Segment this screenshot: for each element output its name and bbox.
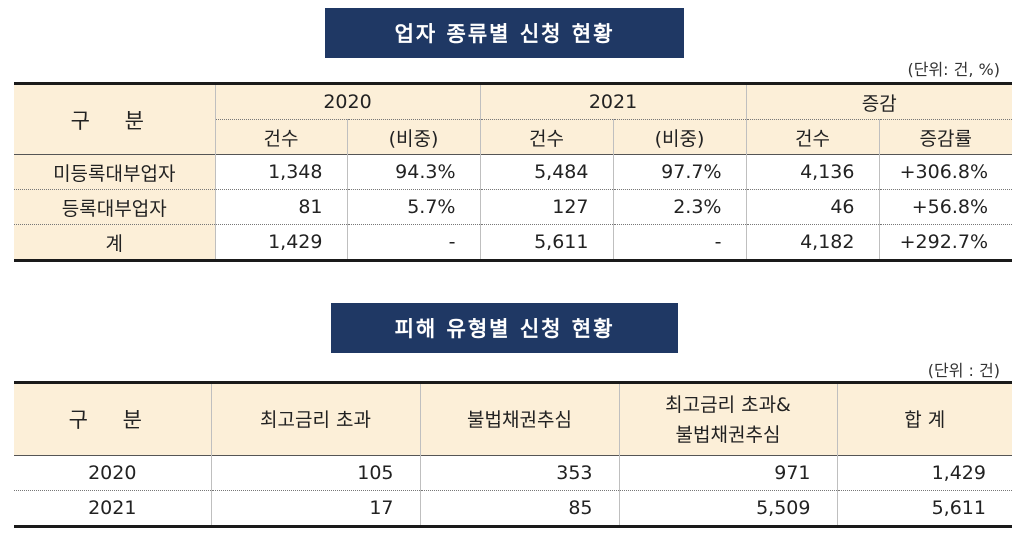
cell-count-2021: 5,484 [479, 154, 614, 190]
cell-rate: +56.8% [878, 189, 1012, 225]
header-illegal-collection: 불법채권추심 [419, 382, 619, 456]
header-gubun: 구 분 [14, 83, 216, 155]
cell-ratio-2021: 2.3% [612, 189, 747, 225]
header-both: 최고금리 초과& 불법채권추심 [618, 382, 837, 456]
row-label: 계 [14, 224, 216, 261]
cell-total: 5,611 [836, 490, 1012, 527]
header-total: 합 계 [836, 382, 1012, 456]
cell-diff: 46 [745, 189, 880, 225]
header-count-2021: 건수 [479, 119, 614, 155]
header-year-2021: 2021 [479, 83, 747, 120]
cell-count-2020: 1,348 [214, 154, 348, 190]
cell-both: 5,509 [618, 490, 837, 527]
header-both-line2: 불법채권추심 [675, 423, 781, 446]
cell-ratio-2020: - [346, 224, 481, 261]
table1-title: 업자 종류별 신청 현황 [325, 8, 684, 58]
header-count-change: 건수 [745, 119, 880, 155]
header-ratio-2021: (비중) [612, 119, 747, 155]
cell-count-2021: 5,611 [479, 224, 614, 261]
row-year: 2021 [14, 490, 211, 527]
cell-illegal: 353 [419, 455, 619, 491]
cell-ratio-2021: - [612, 224, 747, 261]
cell-ratio-2020: 94.3% [346, 154, 481, 190]
header-count-2020: 건수 [215, 119, 348, 155]
cell-both: 971 [618, 455, 837, 491]
applicant-type-table: 구 분 2020 2021 증감 건수 (비중) 건수 (비중) 건수 증감률 … [14, 82, 1012, 262]
header-max-rate-exceeded: 최고금리 초과 [210, 382, 420, 456]
table-row: 계 1,429 - 5,611 - 4,182 +292.7% [14, 224, 1012, 261]
header-change: 증감 [745, 83, 1012, 120]
header-year-2020: 2020 [214, 83, 481, 120]
row-label: 등록대부업자 [14, 189, 216, 225]
cell-count-2020: 81 [214, 189, 348, 225]
table-row: 2021 17 85 5,509 5,611 [14, 490, 1012, 527]
cell-ratio-2020: 5.7% [346, 189, 481, 225]
header-gubun: 구 분 [14, 382, 211, 456]
cell-ratio-2021: 97.7% [612, 154, 747, 190]
cell-rate: +292.7% [878, 224, 1012, 261]
cell-illegal: 85 [419, 490, 619, 527]
damage-type-table: 구 분 최고금리 초과 불법채권추심 최고금리 초과& 불법채권추심 합 계 20… [14, 381, 1012, 528]
table1-unit: (단위: 건, %) [907, 60, 1001, 79]
cell-max-rate: 17 [210, 490, 420, 527]
row-year: 2020 [14, 455, 211, 491]
cell-count-2021: 127 [479, 189, 614, 225]
header-rate: 증감률 [878, 119, 1012, 155]
header-both-line1: 최고금리 초과& [665, 393, 791, 416]
table2-unit: (단위 : 건) [927, 361, 1000, 380]
cell-rate: +306.8% [878, 154, 1012, 190]
header-ratio-2020: (비중) [346, 119, 481, 155]
cell-max-rate: 105 [210, 455, 420, 491]
table2-title: 피해 유형별 신청 현황 [331, 303, 678, 353]
cell-diff: 4,182 [745, 224, 880, 261]
table-row: 미등록대부업자 1,348 94.3% 5,484 97.7% 4,136 +3… [14, 154, 1012, 190]
table-row: 2020 105 353 971 1,429 [14, 455, 1012, 491]
row-label: 미등록대부업자 [14, 154, 216, 190]
cell-diff: 4,136 [745, 154, 880, 190]
cell-count-2020: 1,429 [214, 224, 348, 261]
cell-total: 1,429 [836, 455, 1012, 491]
table-row: 등록대부업자 81 5.7% 127 2.3% 46 +56.8% [14, 189, 1012, 225]
